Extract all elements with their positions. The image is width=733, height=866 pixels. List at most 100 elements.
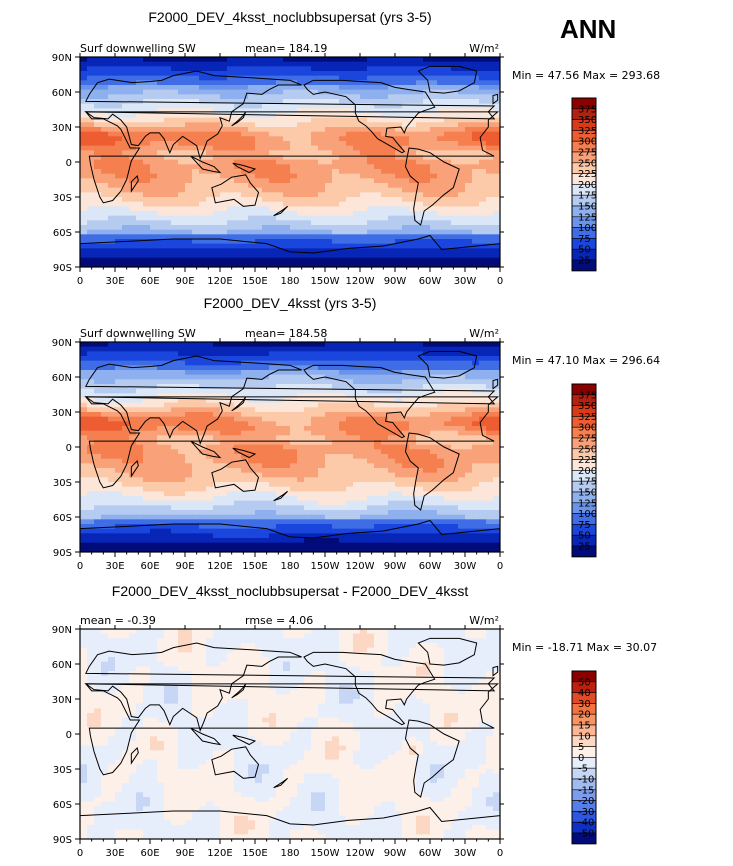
x-tick-label: 30W bbox=[454, 276, 477, 287]
panel-mean-label: mean= 184.19 bbox=[245, 42, 327, 55]
colorbar-label: 15 bbox=[578, 721, 591, 732]
y-tick-label: 30N bbox=[52, 695, 72, 706]
coastline-path bbox=[84, 642, 496, 733]
coastlines bbox=[80, 637, 500, 839]
x-tick-label: 90W bbox=[384, 848, 407, 859]
colorbar-label: -5 bbox=[578, 764, 588, 775]
colorbar-label: 325 bbox=[578, 126, 597, 137]
x-tick-label: 0 bbox=[77, 276, 83, 287]
colorbar-label: 225 bbox=[578, 169, 597, 180]
x-tick-label: 90W bbox=[384, 561, 407, 572]
colorbar-label: 50 bbox=[578, 531, 591, 542]
x-tick-label: 60E bbox=[140, 276, 159, 287]
colorbar-frame bbox=[571, 670, 597, 845]
y-tick-label: 60N bbox=[52, 373, 72, 384]
coastline-path bbox=[303, 651, 436, 726]
coastline-path bbox=[190, 155, 222, 174]
colorbar-label: 40 bbox=[578, 688, 591, 699]
coastline-path bbox=[231, 111, 247, 127]
colorbar-label: 175 bbox=[578, 191, 597, 202]
coastline-path bbox=[303, 79, 436, 154]
axis-ticks: 0 30E 60E 90E 120E 150E 180 150W 120W 90W 60W 30W 09… bbox=[52, 53, 504, 287]
coastline-path bbox=[80, 519, 500, 552]
coastline-path bbox=[273, 205, 289, 217]
colorbar-label: 150 bbox=[578, 488, 597, 499]
field-cells bbox=[80, 342, 500, 552]
colorbar-label: 25 bbox=[578, 542, 591, 553]
coastline-path bbox=[130, 460, 139, 478]
coastlines bbox=[80, 350, 500, 552]
x-tick-label: 120W bbox=[346, 276, 375, 287]
colorbar-label: 200 bbox=[578, 466, 597, 477]
colorbar-label: -50 bbox=[578, 829, 594, 840]
y-tick-label: 90S bbox=[53, 263, 72, 274]
coastline-path bbox=[84, 111, 499, 204]
x-tick-label: 150W bbox=[311, 848, 340, 859]
colorbar-label: 75 bbox=[578, 520, 591, 531]
colorbar-label: 250 bbox=[578, 444, 597, 455]
colorbar-label: 350 bbox=[578, 115, 597, 126]
colorbar-label: 175 bbox=[578, 477, 597, 488]
x-tick-label: 90E bbox=[175, 561, 194, 572]
coastline-path bbox=[211, 174, 260, 207]
colorbar-label: 30 bbox=[578, 699, 591, 710]
coastline-path bbox=[404, 719, 460, 798]
panel-mean-label: rmse = 4.06 bbox=[245, 614, 313, 627]
panel-minmax-label: Min = 47.56 Max = 293.68 bbox=[512, 69, 660, 82]
colorbar-label: 25 bbox=[578, 256, 591, 267]
coastline-path bbox=[84, 396, 499, 489]
colorbar-label: 350 bbox=[578, 401, 597, 412]
panel-minmax-label: Min = -18.71 Max = 30.07 bbox=[512, 641, 657, 654]
x-tick-label: 0 bbox=[77, 848, 83, 859]
colorbar-label: 75 bbox=[578, 234, 591, 245]
x-tick-label: 180 bbox=[280, 848, 299, 859]
x-tick-label: 0 bbox=[497, 848, 503, 859]
colorbar-label: -30 bbox=[578, 807, 594, 818]
coastline-path bbox=[84, 683, 499, 776]
x-tick-label: 60W bbox=[419, 848, 442, 859]
colorbar: 3753503253002752502252001751501251007550… bbox=[571, 383, 597, 558]
colorbar-label: 125 bbox=[578, 498, 597, 509]
panel-units-label: W/m² bbox=[469, 327, 499, 340]
panel-title: F2000_DEV_4ksst_noclubbsupersat (yrs 3-5… bbox=[148, 9, 431, 25]
y-tick-label: 30S bbox=[53, 193, 72, 204]
coastline-path bbox=[303, 364, 436, 439]
colorbar-frame bbox=[571, 383, 597, 558]
coastline-path bbox=[492, 378, 499, 390]
coastline-path bbox=[273, 777, 289, 789]
panel-units-label: W/m² bbox=[469, 614, 499, 627]
y-tick-label: 0 bbox=[66, 158, 72, 169]
panel-units-label: W/m² bbox=[469, 42, 499, 55]
coastline-path bbox=[417, 637, 478, 666]
colorbar-label: 0 bbox=[578, 753, 584, 764]
x-tick-label: 0 bbox=[497, 276, 503, 287]
colorbar-label: 275 bbox=[578, 148, 597, 159]
y-tick-label: 60N bbox=[52, 660, 72, 671]
colorbar-label: 50 bbox=[578, 245, 591, 256]
panel-left-label: Surf downwelling SW bbox=[80, 327, 196, 340]
x-tick-label: 0 bbox=[497, 561, 503, 572]
x-tick-label: 120W bbox=[346, 848, 375, 859]
coastline-path bbox=[273, 490, 289, 502]
colorbar-label: 375 bbox=[578, 104, 597, 115]
field-cells bbox=[80, 629, 500, 839]
y-tick-label: 90S bbox=[53, 548, 72, 559]
colorbar-label: 10 bbox=[578, 731, 591, 742]
y-tick-label: 0 bbox=[66, 730, 72, 741]
map-panel-3: F2000_DEV_4ksst_noclubbsupersat - F2000_… bbox=[52, 583, 657, 859]
coastline-path bbox=[80, 806, 500, 839]
y-tick-label: 30N bbox=[52, 408, 72, 419]
coastline-path bbox=[492, 93, 499, 105]
coastline-path bbox=[84, 355, 496, 446]
colorbar-label: 100 bbox=[578, 223, 597, 234]
x-tick-label: 60W bbox=[419, 561, 442, 572]
coastline-path bbox=[130, 747, 139, 765]
colorbar-frame bbox=[571, 97, 597, 272]
coastline-path bbox=[417, 350, 478, 379]
x-tick-label: 0 bbox=[77, 561, 83, 572]
map-panel-1: F2000_DEV_4ksst_noclubbsupersat (yrs 3-5… bbox=[52, 9, 660, 287]
colorbar-label: 250 bbox=[578, 158, 597, 169]
colorbar-label: 375 bbox=[578, 390, 597, 401]
